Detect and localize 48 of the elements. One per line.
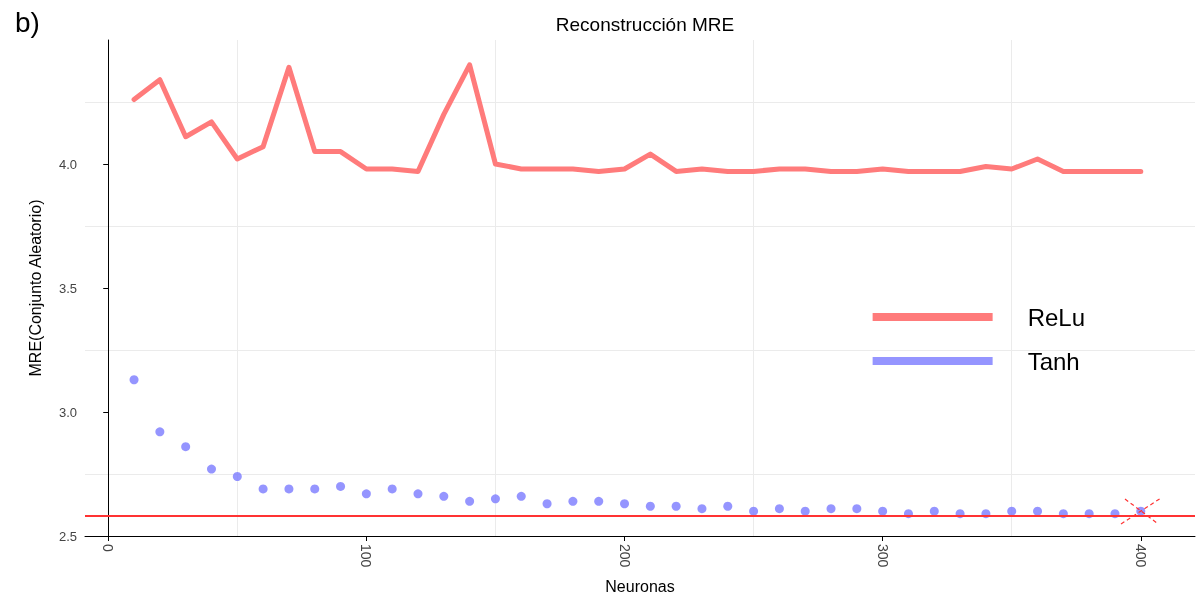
point <box>413 489 423 499</box>
point <box>620 499 630 509</box>
x-tick-label: 100 <box>358 544 375 568</box>
y-axis-title: MRE(Conjunto Aleatorio) <box>26 199 44 377</box>
point <box>800 506 810 516</box>
point <box>284 484 294 494</box>
y-tick-label: 2.5 <box>58 528 77 544</box>
point <box>465 496 475 506</box>
y-tick-label: 3.0 <box>58 404 77 420</box>
point <box>671 501 681 511</box>
point <box>361 489 371 499</box>
y-tick-label: 4.0 <box>58 156 77 172</box>
point <box>826 504 836 514</box>
point <box>723 501 733 511</box>
x-tick-label: 400 <box>1132 544 1149 568</box>
point <box>594 496 604 506</box>
x-tick-label: 200 <box>616 544 633 568</box>
point <box>336 481 346 491</box>
x-tick-label: 300 <box>874 544 891 568</box>
text: b) <box>15 6 40 38</box>
point <box>568 496 578 506</box>
point <box>129 375 139 385</box>
point <box>439 491 449 501</box>
point <box>929 506 939 516</box>
point <box>232 471 242 481</box>
legend-label: ReLu <box>1027 303 1085 331</box>
y-tick-label: 3.5 <box>58 280 77 296</box>
point <box>310 484 320 494</box>
point <box>181 442 191 452</box>
point <box>490 494 500 504</box>
point <box>387 484 397 494</box>
point <box>542 499 552 509</box>
point <box>749 506 759 516</box>
point <box>1007 506 1017 516</box>
point <box>878 506 888 516</box>
point <box>645 501 655 511</box>
legend-label: Tanh <box>1027 347 1080 375</box>
point <box>155 427 165 437</box>
point <box>697 504 707 514</box>
chart-title: Reconstrucción MRE <box>555 14 735 35</box>
x-tick-label: 0 <box>100 544 117 552</box>
x-axis-title: Neuronas <box>605 577 675 595</box>
point <box>258 484 268 494</box>
point <box>852 504 862 514</box>
point <box>516 491 526 501</box>
point <box>1033 506 1043 516</box>
point <box>774 504 784 514</box>
point <box>207 464 216 474</box>
